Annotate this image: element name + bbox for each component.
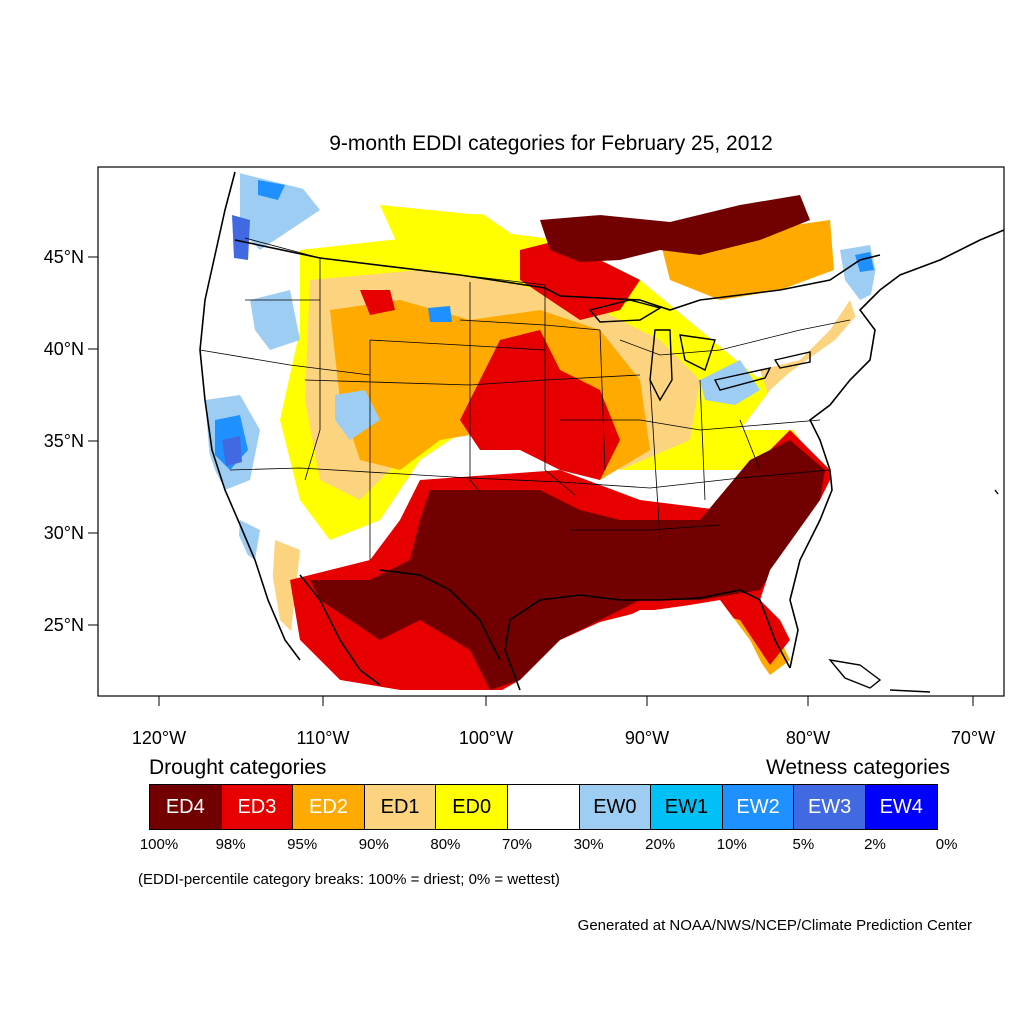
- category-breaks-note: (EDDI-percentile category breaks: 100% =…: [138, 871, 560, 888]
- legend-category-ed4: ED4: [149, 784, 222, 830]
- legend-category-ed2: ED2: [292, 784, 365, 830]
- category-legend: ED4 ED3 ED2 ED1 ED0 EW0 EW1 EW2 EW3 EW4: [149, 784, 938, 830]
- percentile-label: 98%: [215, 836, 246, 853]
- legend-category-ew3: EW3: [793, 784, 866, 830]
- legend-category-ed0: ED0: [435, 784, 508, 830]
- legend-category-neutral: [506, 784, 580, 830]
- lon-label: 120°W: [132, 728, 186, 748]
- lat-label: 45°N: [44, 247, 84, 267]
- percentile-label: 10%: [716, 836, 747, 853]
- caribbean-islands: [828, 489, 999, 693]
- lon-axis: 120°W 110°W 100°W 90°W 80°W 70°W: [132, 696, 995, 748]
- lon-label: 90°W: [625, 728, 669, 748]
- legend-category-ew1: EW1: [650, 784, 723, 830]
- lat-label: 35°N: [44, 431, 84, 451]
- lat-label: 25°N: [44, 615, 84, 635]
- percentile-label: 80%: [430, 836, 461, 853]
- percentile-label: 0%: [935, 836, 958, 853]
- percentile-label: 20%: [645, 836, 676, 853]
- lat-axis: 45°N 40°N 35°N 30°N 25°N: [44, 247, 98, 635]
- lon-label: 70°W: [951, 728, 995, 748]
- percentile-label: 100%: [139, 836, 179, 853]
- great-lakes: [588, 299, 811, 402]
- eddi-field: [200, 172, 880, 694]
- legend-category-ew0: EW0: [578, 784, 652, 830]
- legend-category-ed3: ED3: [220, 784, 294, 830]
- legend-category-ew2: EW2: [721, 784, 795, 830]
- state-boundaries: [199, 237, 851, 560]
- percentile-label: 5%: [792, 836, 815, 853]
- percentile-label: 90%: [358, 836, 389, 853]
- coastlines: [199, 171, 1004, 691]
- percentile-label: 2%: [864, 836, 886, 853]
- percentile-label: 95%: [287, 836, 318, 853]
- lat-label: 30°N: [44, 523, 84, 543]
- percentile-label: 70%: [501, 836, 533, 853]
- percentile-label: 30%: [573, 836, 604, 853]
- legend-category-ed1: ED1: [363, 784, 437, 830]
- lon-label: 80°W: [786, 728, 830, 748]
- drought-categories-heading: Drought categories: [149, 756, 327, 779]
- map-title: 9-month EDDI categories for February 25,…: [329, 132, 773, 155]
- wetness-categories-heading: Wetness categories: [765, 756, 950, 779]
- credit-line: Generated at NOAA/NWS/NCEP/Climate Predi…: [577, 917, 972, 934]
- lat-label: 40°N: [44, 339, 84, 359]
- lon-label: 100°W: [459, 728, 513, 748]
- legend-category-ew4: EW4: [864, 784, 938, 830]
- lon-label: 110°W: [297, 728, 350, 748]
